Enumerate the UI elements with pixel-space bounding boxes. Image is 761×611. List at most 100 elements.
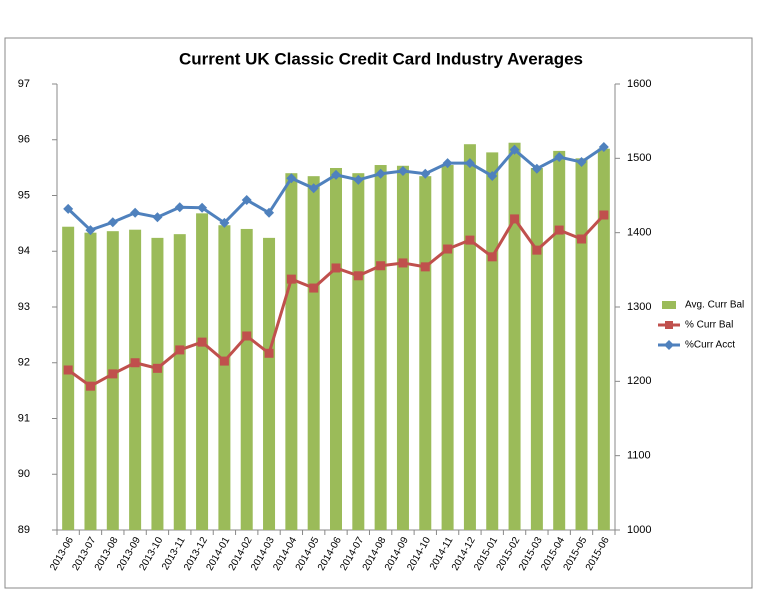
- marker: [554, 152, 565, 163]
- marker: [107, 217, 118, 228]
- marker: [509, 144, 520, 155]
- bar: [106, 231, 119, 530]
- bar: [285, 173, 298, 530]
- bar: [196, 213, 209, 530]
- marker: [510, 214, 520, 224]
- marker: [174, 202, 185, 213]
- bar: [218, 225, 231, 530]
- marker: [264, 348, 274, 358]
- y-tick-label: 94: [18, 245, 30, 257]
- legend-label: Avg. Curr Bal: [685, 300, 744, 311]
- marker: [487, 252, 497, 262]
- bar: [486, 152, 499, 531]
- marker: [397, 165, 408, 176]
- marker: [85, 225, 96, 236]
- bar: [396, 165, 409, 530]
- y2-tick-label: 1500: [627, 152, 651, 164]
- marker: [63, 203, 74, 214]
- marker: [443, 244, 453, 254]
- bar: [352, 173, 365, 530]
- marker: [130, 207, 141, 218]
- marker: [152, 363, 162, 373]
- bar: [553, 150, 566, 530]
- y-tick-label: 91: [18, 412, 30, 424]
- bar: [441, 165, 454, 531]
- y2-tick-label: 1600: [627, 78, 651, 90]
- bar: [575, 158, 588, 531]
- marker: [554, 225, 564, 235]
- marker: [420, 262, 430, 272]
- marker: [242, 331, 252, 341]
- marker: [308, 183, 319, 194]
- bar: [129, 229, 142, 530]
- marker: [197, 337, 207, 347]
- marker: [353, 174, 364, 185]
- marker: [353, 271, 363, 281]
- marker: [464, 158, 475, 169]
- bar: [84, 232, 97, 530]
- y-tick-label: 95: [18, 189, 30, 201]
- bar: [530, 167, 543, 530]
- bar: [173, 234, 186, 531]
- y2-tick-label: 1200: [627, 375, 651, 387]
- y2-tick-label: 1400: [627, 227, 651, 239]
- legend-marker: [664, 340, 674, 350]
- marker: [576, 157, 587, 168]
- marker: [130, 358, 140, 368]
- marker: [264, 207, 275, 218]
- bar: [463, 144, 476, 530]
- marker: [331, 263, 341, 273]
- bar: [508, 142, 521, 530]
- y-tick-label: 89: [18, 524, 30, 536]
- marker: [286, 274, 296, 284]
- marker: [465, 235, 475, 245]
- y-tick-label: 90: [18, 468, 30, 480]
- marker: [598, 141, 609, 152]
- marker: [577, 234, 587, 244]
- marker: [420, 168, 431, 179]
- bar: [151, 237, 164, 530]
- bar: [62, 226, 75, 530]
- marker: [331, 169, 341, 180]
- marker: [532, 245, 542, 255]
- marker: [197, 202, 208, 213]
- legend-label: %Curr Acct: [685, 340, 735, 351]
- marker: [286, 173, 297, 184]
- marker: [599, 210, 609, 220]
- bar: [597, 148, 610, 531]
- bar: [263, 237, 276, 530]
- marker: [531, 163, 542, 174]
- marker: [309, 283, 319, 293]
- marker: [442, 158, 453, 169]
- bar: [330, 167, 342, 530]
- marker: [219, 217, 230, 228]
- y-tick-label: 96: [18, 134, 30, 146]
- marker: [108, 369, 118, 379]
- y-tick-label: 93: [18, 301, 30, 313]
- marker: [175, 345, 185, 355]
- chart-title: Current UK Classic Credit Card Industry …: [179, 49, 583, 68]
- legend-marker: [665, 321, 673, 329]
- y2-tick-label: 1000: [627, 524, 651, 536]
- marker: [487, 170, 498, 181]
- marker: [152, 212, 163, 223]
- y2-tick-label: 1100: [627, 450, 651, 462]
- bar: [240, 228, 253, 530]
- marker: [398, 258, 408, 268]
- marker: [63, 365, 73, 375]
- bar: [307, 176, 320, 530]
- marker: [241, 194, 252, 205]
- marker: [85, 381, 95, 391]
- marker: [376, 261, 386, 271]
- y2-tick-label: 1300: [627, 301, 651, 313]
- legend-label: % Curr Bal: [685, 320, 733, 331]
- y-tick-label: 92: [18, 357, 30, 369]
- bar: [419, 176, 432, 530]
- marker: [375, 168, 386, 179]
- legend-swatch: [662, 301, 676, 309]
- marker: [219, 356, 229, 366]
- y-tick-label: 97: [18, 78, 30, 90]
- bar: [374, 165, 387, 531]
